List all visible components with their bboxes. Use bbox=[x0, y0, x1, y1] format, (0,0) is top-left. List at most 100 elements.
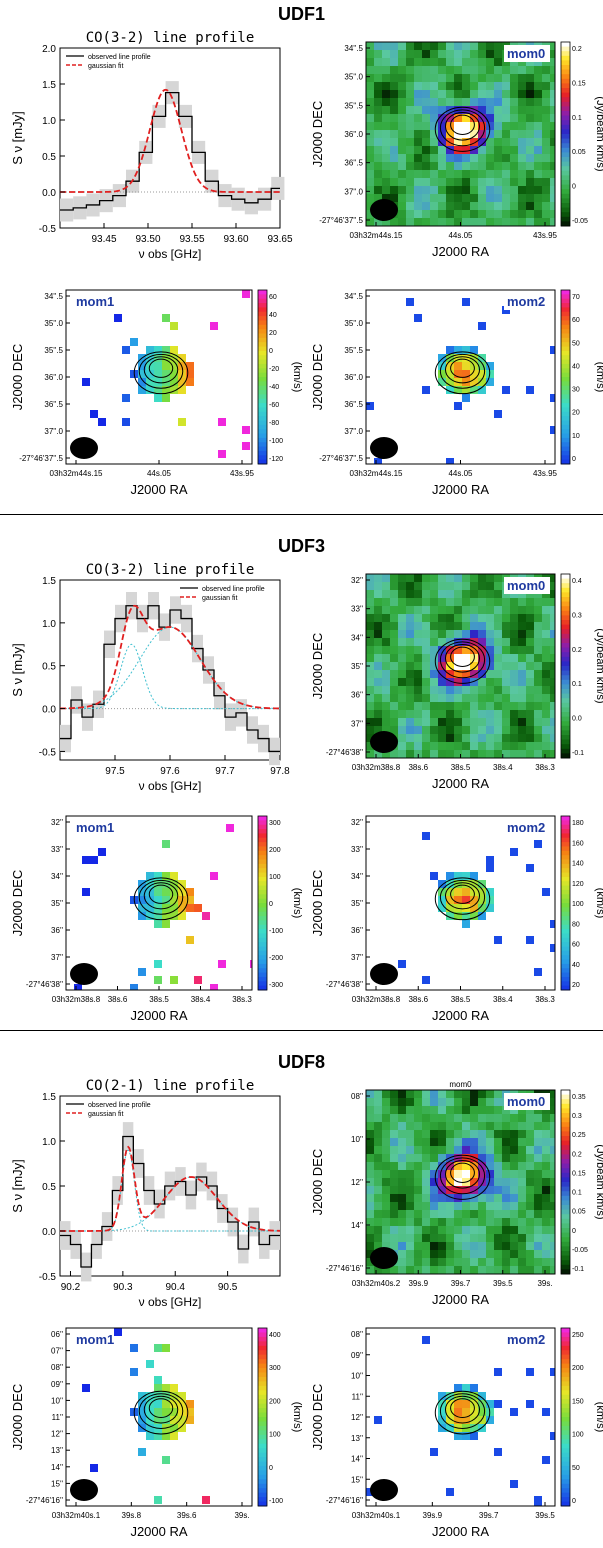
map-pixel bbox=[470, 1162, 478, 1170]
map-pixel bbox=[550, 1242, 555, 1250]
colorbar-tick-label: 20 bbox=[269, 330, 277, 337]
y-tick-label: 1.5 bbox=[42, 1092, 56, 1103]
map-plot: mom0mom008''10''12''14''-27°46'16''03h32… bbox=[310, 1080, 603, 1307]
colorbar-segment bbox=[561, 679, 570, 685]
map-pixel bbox=[374, 662, 382, 670]
map-pixel bbox=[486, 726, 494, 734]
map-pixel bbox=[470, 1226, 478, 1234]
dec-tick-label: 35'' bbox=[51, 899, 63, 908]
map-pixel bbox=[446, 1146, 454, 1154]
dec-tick-label: 37'' bbox=[351, 719, 363, 728]
map-pixel bbox=[406, 726, 414, 734]
map-pixel bbox=[438, 622, 446, 630]
map-pixel bbox=[542, 122, 550, 130]
map-pixel bbox=[534, 90, 542, 98]
colorbar-segment bbox=[561, 290, 570, 295]
map-pixel bbox=[406, 122, 414, 130]
map-pixel bbox=[550, 146, 555, 154]
map-pixel bbox=[502, 1242, 510, 1250]
map-pixel bbox=[518, 638, 526, 646]
map-pixel bbox=[518, 710, 526, 718]
map-pixel bbox=[462, 1186, 470, 1194]
map-pixel bbox=[430, 1234, 438, 1242]
map-pixel bbox=[494, 750, 502, 758]
colorbar-tick-label: 0 bbox=[269, 348, 273, 355]
colorbar-segment bbox=[561, 1474, 570, 1480]
map-pixel bbox=[146, 1432, 154, 1440]
ra-tick-label: 39s.5 bbox=[493, 1279, 513, 1288]
colorbar-segment bbox=[561, 329, 570, 334]
map-pixel bbox=[462, 880, 470, 888]
map-pixel bbox=[366, 170, 374, 178]
map-pixel bbox=[502, 1154, 510, 1162]
colorbar-segment bbox=[561, 424, 570, 430]
dec-tick-label: 37''.0 bbox=[44, 427, 63, 436]
map-pixel bbox=[366, 138, 374, 146]
map-pixel bbox=[406, 646, 414, 654]
map-pixel bbox=[430, 162, 438, 170]
map-pixel bbox=[154, 394, 162, 402]
colorbar-tick-label: -200 bbox=[269, 955, 283, 962]
map-pixel bbox=[414, 670, 422, 678]
map-pixel bbox=[550, 42, 555, 50]
map-pixel bbox=[406, 218, 414, 226]
colorbar-unit-label: (km/s) bbox=[594, 888, 603, 919]
map-pixel bbox=[438, 888, 446, 896]
map-pixel bbox=[470, 590, 478, 598]
colorbar-segment bbox=[561, 587, 570, 593]
map-pixel bbox=[422, 590, 430, 598]
map-pixel bbox=[510, 106, 518, 114]
map-pixel bbox=[462, 1162, 470, 1170]
map-pixel bbox=[374, 598, 382, 606]
colorbar-segment bbox=[561, 881, 570, 887]
map-pixel bbox=[510, 662, 518, 670]
map-pixel bbox=[518, 194, 526, 202]
colorbar-segment bbox=[561, 670, 570, 676]
colorbar-tick-label: 0.4 bbox=[572, 578, 582, 585]
map-pixel bbox=[438, 1242, 446, 1250]
map-pixel bbox=[186, 378, 194, 386]
colorbar-segment bbox=[258, 1385, 267, 1391]
map-pixel bbox=[414, 734, 422, 742]
map-pixel bbox=[414, 138, 422, 146]
map-pixel bbox=[446, 1266, 454, 1274]
map-pixel bbox=[478, 1242, 486, 1250]
map-pixel bbox=[366, 50, 374, 58]
map-pixel bbox=[414, 1122, 422, 1130]
map-pixel bbox=[518, 1242, 526, 1250]
map-pixel bbox=[518, 614, 526, 622]
legend-label-gaussian: gaussian fit bbox=[202, 595, 237, 602]
map-pixel bbox=[462, 354, 470, 362]
beam-ellipse bbox=[370, 437, 398, 459]
colorbar-segment bbox=[561, 363, 570, 369]
map-pixel bbox=[486, 42, 494, 50]
map-pixel bbox=[518, 130, 526, 138]
map-pixel bbox=[438, 582, 446, 590]
map-pixel bbox=[550, 686, 555, 694]
map-pixel bbox=[446, 1098, 454, 1106]
map-pixel bbox=[478, 1114, 486, 1122]
contour bbox=[450, 884, 475, 904]
map-pixel bbox=[154, 1400, 162, 1408]
map-pixel bbox=[550, 1202, 555, 1210]
map-pixel bbox=[178, 370, 186, 378]
map-pixel bbox=[398, 710, 406, 718]
map-pixel bbox=[486, 122, 494, 130]
map-moment-label: mom1 bbox=[76, 820, 114, 835]
map-pixel bbox=[186, 896, 194, 904]
map-pixel bbox=[462, 1090, 470, 1098]
colorbar-segment bbox=[561, 184, 570, 190]
colorbar-tick-label: 100 bbox=[269, 874, 281, 881]
map-moment-label: mom2 bbox=[507, 294, 545, 309]
map-pixel bbox=[406, 202, 414, 210]
map-pixel bbox=[478, 904, 486, 912]
colorbar-segment bbox=[561, 1345, 570, 1351]
map-pixel bbox=[550, 670, 555, 678]
colorbar-tick-label: 0 bbox=[572, 1498, 576, 1505]
map-pixel bbox=[430, 750, 438, 758]
map-pixel bbox=[406, 74, 414, 82]
map-pixel bbox=[486, 1178, 494, 1186]
colorbar-segment bbox=[561, 721, 570, 727]
map-pixel bbox=[178, 1424, 186, 1432]
map-pixel bbox=[390, 106, 398, 114]
